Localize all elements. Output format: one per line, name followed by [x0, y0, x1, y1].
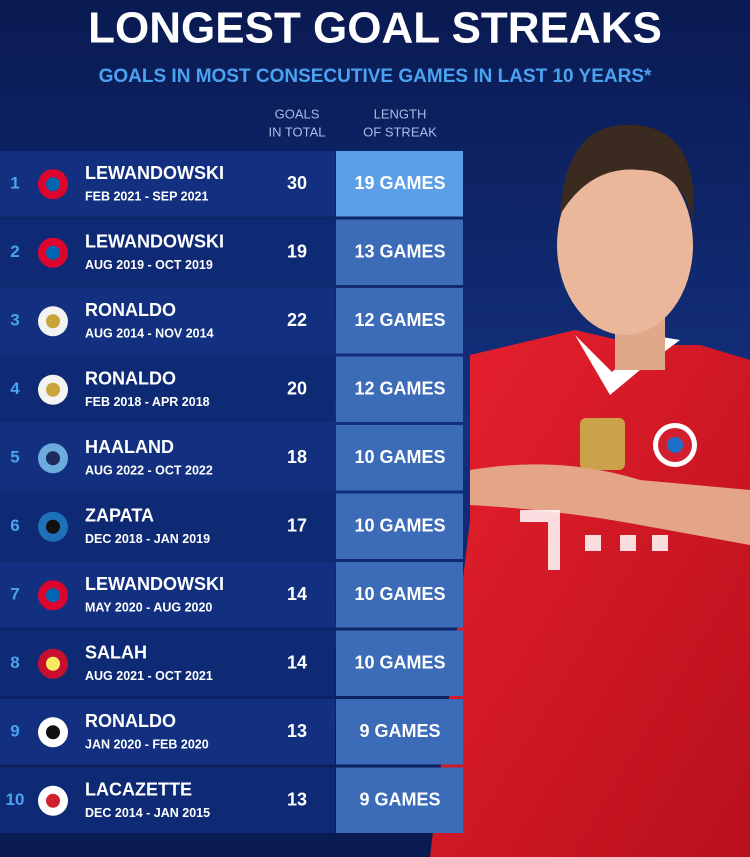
table: 1 LEWANDOWSKI FEB 2021 - SEP 2021 30 19 GAME…	[0, 151, 463, 833]
player-name: LEWANDOWSKI	[85, 232, 224, 252]
club-logo-inner	[46, 314, 60, 329]
goals-total: 30	[287, 173, 307, 193]
streak-cell	[336, 219, 463, 285]
table-row: 2 LEWANDOWSKI AUG 2019 - OCT 2019 19 13 GAME…	[0, 219, 463, 285]
goals-total: 14	[287, 584, 307, 604]
club-logo-inner	[46, 588, 60, 603]
streak-length: 12 GAMES	[354, 379, 445, 399]
player-photo	[430, 124, 750, 857]
period: DEC 2014 - JAN 2015	[85, 806, 210, 820]
club-logo-inner	[46, 382, 60, 397]
club-logo-inner	[46, 519, 60, 534]
club-logo-inner	[46, 793, 60, 808]
rank: 6	[10, 516, 19, 535]
club-logo-inner	[46, 451, 60, 466]
table-row: 7 LEWANDOWSKI MAY 2020 - AUG 2020 14 10 GAME…	[0, 562, 463, 628]
streak-cell	[336, 699, 463, 765]
table-row: 3 RONALDO AUG 2014 - NOV 2014 22 12 GAMES	[0, 288, 463, 354]
table-row: 10 LACAZETTE DEC 2014 - JAN 2015 13 9 GAMES	[0, 767, 463, 833]
subtitle: GOALS IN MOST CONSECUTIVE GAMES IN LAST …	[99, 66, 652, 87]
streak-cell	[336, 151, 463, 217]
streak-cell	[336, 562, 463, 628]
goals-total: 18	[287, 447, 307, 467]
player-name: LACAZETTE	[85, 780, 192, 800]
streak-length: 10 GAMES	[354, 516, 445, 536]
column-header: GOALS	[275, 106, 320, 121]
player-name: HAALAND	[85, 437, 174, 457]
player-name: SALAH	[85, 643, 147, 663]
streak-length: 12 GAMES	[354, 310, 445, 330]
streak-cell	[336, 425, 463, 491]
goals-total: 20	[287, 379, 307, 399]
period: AUG 2019 - OCT 2019	[85, 258, 213, 272]
table-row: 9 RONALDO JAN 2020 - FEB 2020 13 9 GAMES	[0, 699, 463, 765]
player-name: LEWANDOWSKI	[85, 163, 224, 183]
table-row: 1 LEWANDOWSKI FEB 2021 - SEP 2021 30 19 GAME…	[0, 151, 463, 217]
rank: 10	[6, 790, 25, 809]
rank: 2	[10, 242, 19, 261]
streak-cell	[336, 630, 463, 696]
player-name: ZAPATA	[85, 506, 154, 526]
rank: 5	[10, 448, 19, 467]
streak-length: 10 GAMES	[354, 584, 445, 604]
table-row: 8 SALAH AUG 2021 - OCT 2021 14 10 GAMES	[0, 630, 463, 696]
streak-cell	[336, 288, 463, 354]
club-logo-inner	[46, 177, 60, 192]
column-header: LENGTH	[374, 106, 427, 121]
streak-length: 10 GAMES	[354, 653, 445, 673]
streak-cell	[336, 356, 463, 422]
table-row: 6 ZAPATA DEC 2018 - JAN 2019 17 10 GAMES	[0, 493, 463, 559]
rank: 4	[10, 379, 20, 398]
streak-length: 13 GAMES	[354, 242, 445, 262]
goals-total: 13	[287, 790, 307, 810]
rank: 3	[10, 311, 19, 330]
player-name: RONALDO	[85, 369, 176, 389]
goals-total: 14	[287, 653, 307, 673]
rank: 7	[10, 585, 19, 604]
goals-total: 22	[287, 310, 307, 330]
title: LONGEST GOAL STREAKS	[88, 4, 662, 53]
period: AUG 2022 - OCT 2022	[85, 464, 213, 478]
player-name: RONALDO	[85, 711, 176, 731]
column-header: OF STREAK	[363, 124, 437, 139]
player-name: LEWANDOWSKI	[85, 574, 224, 594]
period: AUG 2021 - OCT 2021	[85, 669, 213, 683]
rank: 8	[10, 653, 19, 672]
streak-length: 19 GAMES	[354, 173, 445, 193]
streak-cell	[336, 493, 463, 559]
club-logo-inner	[46, 656, 60, 671]
period: JAN 2020 - FEB 2020	[85, 738, 209, 752]
streak-length: 10 GAMES	[354, 447, 445, 467]
club-logo-inner	[46, 245, 60, 260]
table-row: 5 HAALAND AUG 2022 - OCT 2022 18 10 GAMES	[0, 425, 463, 491]
period: AUG 2014 - NOV 2014	[85, 327, 214, 341]
streak-length: 9 GAMES	[359, 721, 440, 741]
period: FEB 2021 - SEP 2021	[85, 190, 209, 204]
streak-cell	[336, 767, 463, 833]
rank: 1	[10, 174, 19, 193]
period: MAY 2020 - AUG 2020	[85, 601, 212, 615]
player-name: RONALDO	[85, 300, 176, 320]
period: DEC 2018 - JAN 2019	[85, 532, 210, 546]
period: FEB 2018 - APR 2018	[85, 395, 210, 409]
streak-length: 9 GAMES	[359, 790, 440, 810]
rank: 9	[10, 722, 19, 741]
goals-total: 13	[287, 721, 307, 741]
table-row: 4 RONALDO FEB 2018 - APR 2018 20 12 GAMES	[0, 356, 463, 422]
goals-total: 19	[287, 242, 307, 262]
goals-total: 17	[287, 516, 307, 536]
column-header: IN TOTAL	[268, 124, 325, 139]
club-logo-inner	[46, 725, 60, 740]
